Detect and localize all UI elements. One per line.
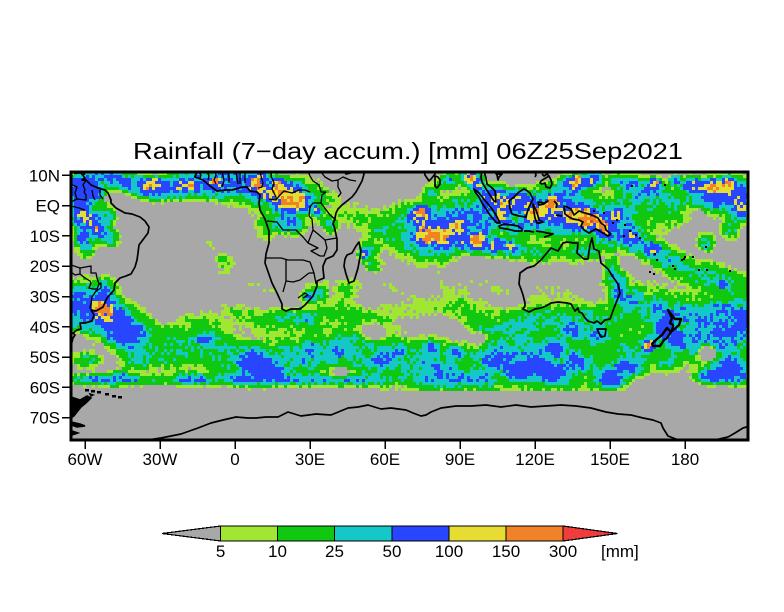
- svg-text:60W: 60W: [68, 450, 103, 469]
- svg-text:300: 300: [549, 542, 577, 561]
- svg-text:10: 10: [268, 542, 287, 561]
- svg-text:50S: 50S: [30, 348, 60, 367]
- svg-text:150: 150: [492, 542, 520, 561]
- svg-text:60S: 60S: [30, 378, 60, 397]
- svg-text:10S: 10S: [30, 227, 60, 246]
- svg-text:100: 100: [435, 542, 463, 561]
- svg-text:70S: 70S: [30, 409, 60, 428]
- svg-text:EQ: EQ: [35, 197, 60, 216]
- svg-text:20S: 20S: [30, 257, 60, 276]
- svg-text:120E: 120E: [515, 450, 555, 469]
- svg-text:[mm]: [mm]: [601, 542, 639, 561]
- svg-text:5: 5: [216, 542, 225, 561]
- svg-text:30W: 30W: [143, 450, 178, 469]
- svg-text:25: 25: [325, 542, 344, 561]
- svg-text:10N: 10N: [29, 166, 60, 185]
- svg-text:0: 0: [230, 450, 239, 469]
- svg-text:180: 180: [671, 450, 699, 469]
- svg-text:150E: 150E: [590, 450, 630, 469]
- svg-text:30S: 30S: [30, 288, 60, 307]
- svg-text:60E: 60E: [370, 450, 400, 469]
- svg-text:90E: 90E: [445, 450, 475, 469]
- svg-text:30E: 30E: [295, 450, 325, 469]
- svg-text:Rainfall (7−day accum.) [mm] 0: Rainfall (7−day accum.) [mm] 06Z25Sep202…: [133, 138, 683, 164]
- svg-text:40S: 40S: [30, 318, 60, 337]
- svg-text:50: 50: [383, 542, 402, 561]
